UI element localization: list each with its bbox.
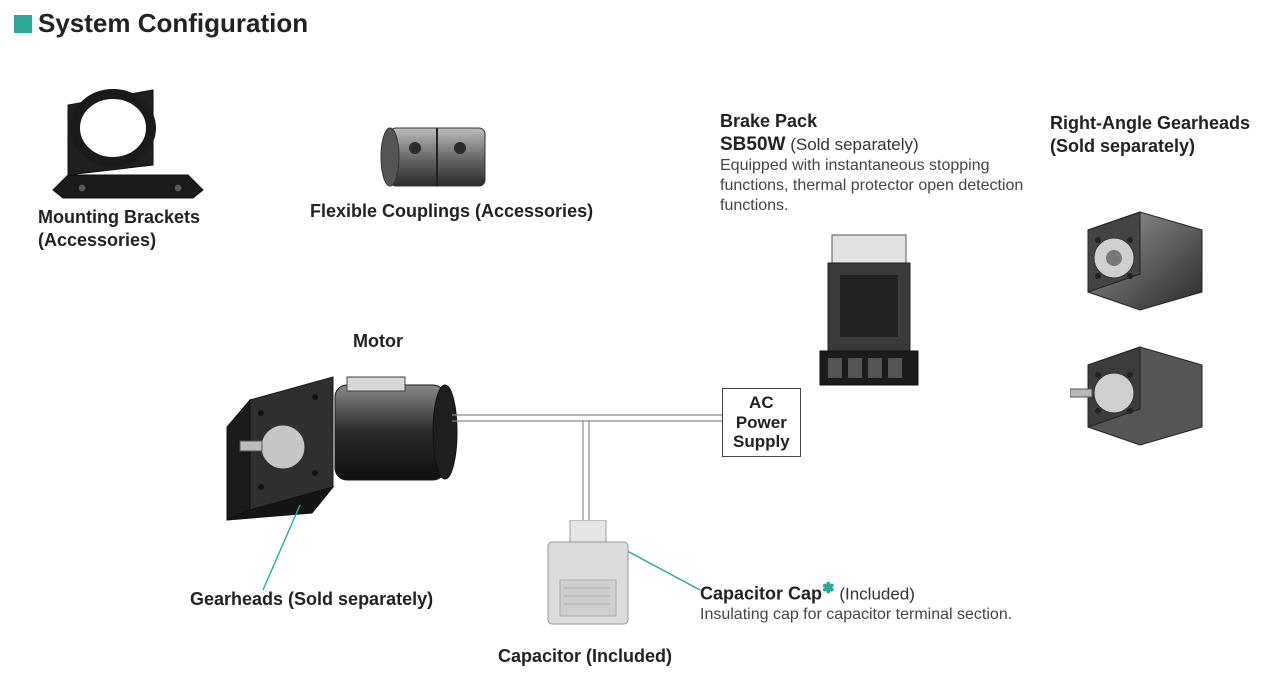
capacitor-cap-label-block: Capacitor Cap✽ (Included) Insulating cap… — [700, 580, 1080, 625]
gearheads-label: Gearheads (Sold separately) — [190, 588, 433, 611]
capacitor-cap-included: (Included) — [835, 584, 915, 603]
capacitor-cap-star: ✽ — [822, 580, 835, 597]
capacitor-icon-block — [538, 520, 633, 620]
capacitor-label: Capacitor (Included) — [498, 645, 672, 668]
capacitor-cap-desc: Insulating cap for capacitor terminal se… — [700, 605, 1080, 625]
gearheads-label-block: Gearheads (Sold separately) — [190, 588, 433, 611]
capacitor-cap-label: Capacitor Cap — [700, 583, 822, 603]
capacitor-icon — [538, 520, 633, 620]
capacitor-label-block: Capacitor (Included) — [498, 645, 672, 668]
capacitor-cap-title-row: Capacitor Cap✽ (Included) — [700, 580, 1080, 605]
